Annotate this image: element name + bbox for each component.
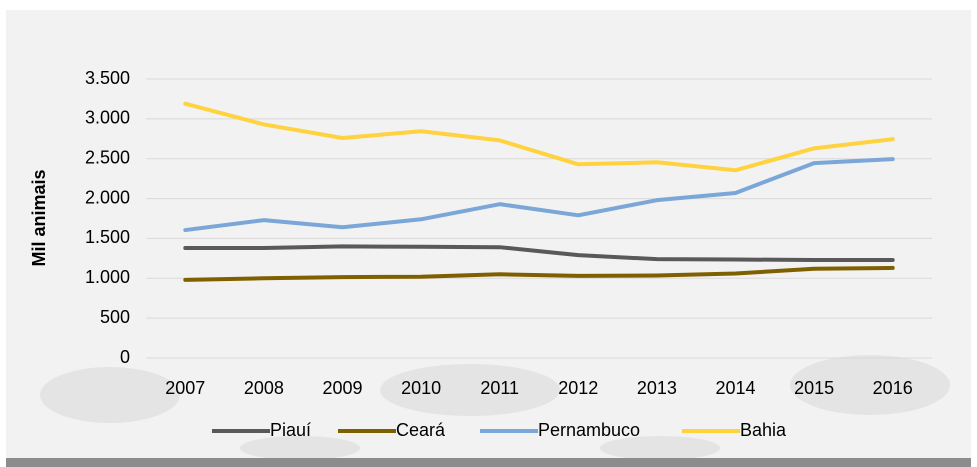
- x-tick-label: 2015: [794, 378, 834, 398]
- y-tick-label: 1.000: [85, 267, 130, 287]
- x-tick-label: 2012: [558, 378, 598, 398]
- x-tick-label: 2008: [244, 378, 284, 398]
- y-tick-label: 3.000: [85, 108, 130, 128]
- legend-label: Pernambuco: [538, 420, 640, 440]
- y-tick-label: 1.500: [85, 227, 130, 247]
- line-series: [183, 101, 895, 173]
- y-axis-label: Mil animais: [29, 169, 49, 266]
- x-tick-label: 2009: [322, 378, 362, 398]
- y-tick-label: 0: [120, 347, 130, 367]
- line-series: [183, 244, 895, 262]
- line-series: [183, 265, 895, 282]
- line-series: [183, 157, 895, 233]
- y-tick-label: 3.500: [85, 68, 130, 88]
- y-tick-label: 2.000: [85, 187, 130, 207]
- x-tick-label: 2007: [165, 378, 205, 398]
- legend-label: Ceará: [396, 420, 446, 440]
- legend-label: Bahia: [740, 420, 787, 440]
- legend-label: Piauí: [270, 420, 311, 440]
- bottom-band: [6, 458, 971, 467]
- x-tick-label: 2014: [715, 378, 755, 398]
- x-tick-label: 2016: [873, 378, 913, 398]
- decoration: [40, 355, 950, 460]
- y-tick-label: 500: [100, 307, 130, 327]
- x-tick-label: 2013: [637, 378, 677, 398]
- x-tick-label: 2011: [480, 378, 519, 398]
- x-tick-label: 2010: [401, 378, 441, 398]
- y-tick-label: 2.500: [85, 147, 130, 167]
